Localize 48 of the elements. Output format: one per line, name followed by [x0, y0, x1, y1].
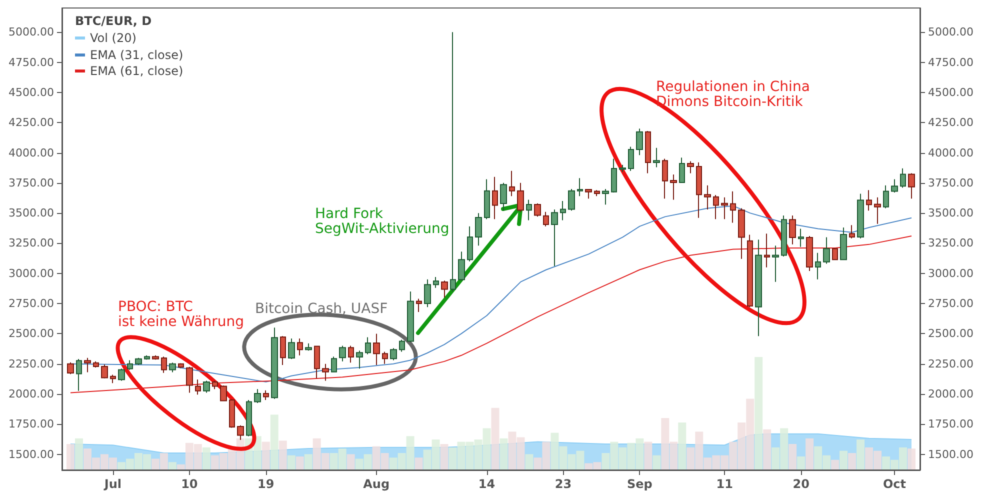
text: BTC/EUR, D — [75, 14, 152, 28]
legend-label: Vol (20) — [90, 31, 136, 45]
y2-tick-label: 2250.00 — [8, 357, 54, 370]
y-tick-label: 3000.00 — [928, 266, 974, 280]
y-tick-label: 2000.00 — [928, 388, 974, 401]
x-tick-label: 11 — [716, 477, 733, 491]
x-tick-label: Jul — [103, 477, 122, 491]
x-tick-label: 14 — [478, 477, 496, 491]
y-tick-label: 2500.00 — [928, 327, 974, 340]
y-tick-label: 5000.00 — [928, 26, 974, 39]
y2-tick-label: 4500.00 — [8, 86, 54, 99]
y2-tick-label: 1500.00 — [8, 448, 54, 461]
y2-tick-label: 2750.00 — [8, 297, 54, 310]
y-tick-label: 4500.00 — [928, 86, 974, 99]
annotation: Bitcoin Cash, UASF — [255, 301, 388, 317]
y-tick-label: 1500.00 — [928, 448, 974, 461]
y-tick-label: 4250.00 — [928, 116, 974, 130]
y-tick-label: 3500.00 — [928, 206, 974, 220]
x-tick-label: 19 — [258, 477, 274, 491]
legend-label: EMA (31, close) — [90, 48, 184, 62]
y-tick-label: 1750.00 — [928, 418, 974, 431]
annotation: Regulationen in China Dimons Bitcoin-Kritik — [656, 79, 810, 110]
y-tick-label: 4000.00 — [928, 146, 974, 160]
x-tick-label: 10 — [181, 477, 198, 491]
annotation: Hard Fork SegWit-Aktivierung — [315, 206, 450, 237]
annotation: PBOC: BTC ist keine Währung — [118, 299, 244, 330]
x-tick-label: Aug — [363, 477, 390, 491]
y2-tick-label: 2000.00 — [8, 388, 54, 401]
y2-tick-label: 3250.00 — [8, 236, 54, 250]
y-tick-label: 4750.00 — [928, 56, 974, 69]
x-tick-label: Oct — [882, 477, 906, 491]
x-tick-label: 20 — [792, 477, 810, 491]
y-tick-label: 3750.00 — [928, 176, 974, 190]
legend-label: EMA (61, close) — [90, 64, 184, 78]
y2-tick-label: 3000.00 — [8, 266, 54, 280]
y2-tick-label: 4250.00 — [8, 116, 54, 130]
y2-tick-label: 3750.00 — [8, 176, 54, 190]
y-tick-label: 3250.00 — [928, 236, 974, 250]
y-tick-label: 2750.00 — [928, 297, 974, 310]
y2-tick-label: 3500.00 — [8, 206, 54, 220]
y2-tick-label: 4750.00 — [8, 56, 54, 69]
y-tick-label: 2250.00 — [928, 357, 974, 370]
y2-tick-label: 4000.00 — [8, 146, 54, 160]
y2-tick-label: 5000.00 — [8, 26, 54, 39]
y2-tick-label: 2500.00 — [8, 327, 54, 340]
y2-tick-label: 1750.00 — [8, 418, 54, 431]
x-tick-label: 23 — [554, 477, 572, 491]
x-tick-label: Sep — [626, 477, 653, 491]
